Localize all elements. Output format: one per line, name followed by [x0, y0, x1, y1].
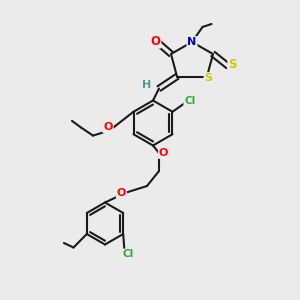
Text: O: O [159, 148, 168, 158]
Text: Cl: Cl [122, 249, 134, 260]
Text: N: N [188, 37, 196, 47]
Text: O: O [103, 122, 113, 133]
Text: O: O [117, 188, 126, 198]
Text: O: O [150, 34, 161, 48]
Text: S: S [228, 58, 237, 71]
Text: S: S [205, 73, 212, 83]
Text: Cl: Cl [184, 96, 196, 106]
Text: H: H [142, 80, 152, 91]
